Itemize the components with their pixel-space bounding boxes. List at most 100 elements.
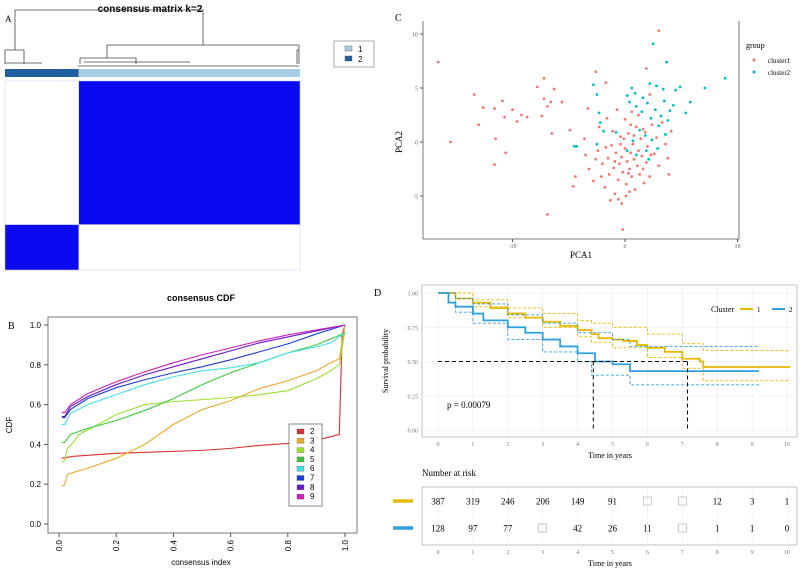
point-cluster1 bbox=[604, 81, 608, 84]
risk-x-tick-label: 2 bbox=[506, 550, 509, 556]
point-cluster2 bbox=[630, 86, 634, 90]
point-cluster1 bbox=[472, 93, 476, 96]
risk-value: 1 bbox=[715, 524, 720, 534]
legend-swatch bbox=[344, 45, 353, 52]
legend-title: Cluster bbox=[711, 305, 734, 314]
point-cluster1 bbox=[549, 100, 553, 104]
risk-value: 387 bbox=[431, 497, 445, 507]
point-cluster2 bbox=[674, 88, 678, 92]
risk-value: 26 bbox=[608, 524, 618, 534]
point-cluster1 bbox=[641, 167, 645, 171]
x-tick-label: 10 bbox=[735, 244, 741, 250]
x-tick-label: 8 bbox=[716, 442, 719, 448]
point-cluster2 bbox=[643, 134, 647, 137]
risk-x-tick-label: 4 bbox=[576, 550, 579, 556]
legend-label: cluster1 bbox=[768, 57, 791, 65]
point-cluster1 bbox=[616, 197, 620, 201]
x-axis-label: Time in years bbox=[588, 451, 632, 460]
legend-marker bbox=[752, 58, 756, 62]
x-tick-label: 9 bbox=[751, 442, 754, 448]
point-cluster1 bbox=[520, 113, 523, 117]
risk-x-axis-label: Time in years bbox=[588, 559, 632, 568]
point-cluster1 bbox=[494, 137, 498, 141]
legend-label: 5 bbox=[310, 455, 315, 464]
point-cluster1 bbox=[594, 70, 598, 74]
cluster-annotation-bar bbox=[5, 69, 79, 77]
point-cluster1 bbox=[642, 181, 646, 185]
point-cluster1 bbox=[617, 162, 621, 166]
x-tick-label: 0.6 bbox=[227, 539, 236, 551]
point-cluster1 bbox=[504, 151, 508, 155]
cdf-line-k3 bbox=[61, 324, 346, 487]
point-cluster1 bbox=[666, 156, 670, 160]
point-cluster2 bbox=[664, 133, 667, 136]
point-cluster1 bbox=[610, 143, 613, 147]
panel-label-b: B bbox=[8, 321, 15, 332]
cdf-line-k7 bbox=[61, 324, 346, 419]
point-cluster1 bbox=[596, 149, 600, 153]
point-cluster1 bbox=[540, 114, 544, 118]
point-cluster2 bbox=[666, 119, 670, 122]
x-tick-label: 0.2 bbox=[112, 539, 121, 551]
unreadable-value bbox=[643, 496, 652, 506]
point-cluster2 bbox=[665, 60, 669, 64]
point-cluster1 bbox=[616, 178, 620, 182]
point-cluster2 bbox=[656, 147, 660, 150]
y-tick-label: 0.2 bbox=[30, 480, 42, 489]
x-tick-label: 1.0 bbox=[341, 539, 350, 551]
cdf-line-k9 bbox=[61, 324, 346, 414]
cdf-line-k4 bbox=[61, 330, 346, 463]
point-cluster2 bbox=[647, 157, 651, 161]
ci-upper-1 bbox=[438, 292, 791, 351]
risk-value: 319 bbox=[466, 497, 480, 507]
point-cluster2 bbox=[688, 100, 692, 104]
x-tick-label: 1 bbox=[471, 442, 474, 448]
legend-swatch bbox=[344, 55, 353, 62]
y-tick-label: 5 bbox=[415, 87, 418, 93]
x-tick-label: 5 bbox=[611, 442, 614, 448]
heatmap-cell bbox=[78, 224, 301, 271]
risk-value: 246 bbox=[501, 497, 515, 507]
risk-x-tick-label: 3 bbox=[541, 550, 544, 556]
point-cluster1 bbox=[436, 60, 440, 64]
point-cluster2 bbox=[661, 87, 665, 91]
point-cluster1 bbox=[597, 125, 601, 129]
risk-x-tick-label: 9 bbox=[751, 550, 754, 556]
cdf-line-k8 bbox=[61, 324, 346, 418]
y-tick-label: 0.00 bbox=[408, 429, 419, 435]
point-cluster1 bbox=[525, 115, 529, 119]
point-cluster1 bbox=[655, 136, 658, 140]
y-tick-label: 0.75 bbox=[408, 326, 419, 332]
heatmap-cell bbox=[4, 80, 79, 225]
risk-table-title: Number at risk bbox=[422, 468, 476, 478]
point-cluster1 bbox=[623, 147, 627, 150]
cdf-line-k2 bbox=[61, 324, 346, 459]
point-cluster2 bbox=[650, 138, 654, 142]
legend-swatch bbox=[296, 438, 305, 444]
point-cluster1 bbox=[583, 137, 586, 141]
point-cluster1 bbox=[621, 228, 625, 231]
risk-value: 0 bbox=[785, 524, 790, 534]
point-cluster1 bbox=[619, 135, 622, 139]
point-cluster1 bbox=[620, 155, 624, 159]
point-cluster1 bbox=[615, 108, 619, 111]
point-cluster1 bbox=[660, 121, 664, 124]
point-cluster2 bbox=[638, 128, 642, 132]
risk-value: 11 bbox=[643, 524, 652, 534]
point-cluster2 bbox=[592, 83, 595, 87]
panel-label-c: C bbox=[395, 13, 402, 24]
point-cluster2 bbox=[597, 111, 601, 115]
median-lines bbox=[438, 361, 689, 430]
point-cluster1 bbox=[550, 131, 554, 135]
point-cluster2 bbox=[595, 142, 599, 146]
point-cluster1 bbox=[667, 173, 671, 176]
point-cluster1 bbox=[449, 140, 453, 144]
point-cluster1 bbox=[669, 129, 673, 133]
point-cluster1 bbox=[644, 161, 648, 164]
point-cluster2 bbox=[646, 101, 649, 105]
point-cluster1 bbox=[542, 97, 546, 101]
x-axis-label: consensus index bbox=[171, 558, 231, 567]
point-cluster1 bbox=[493, 107, 496, 110]
